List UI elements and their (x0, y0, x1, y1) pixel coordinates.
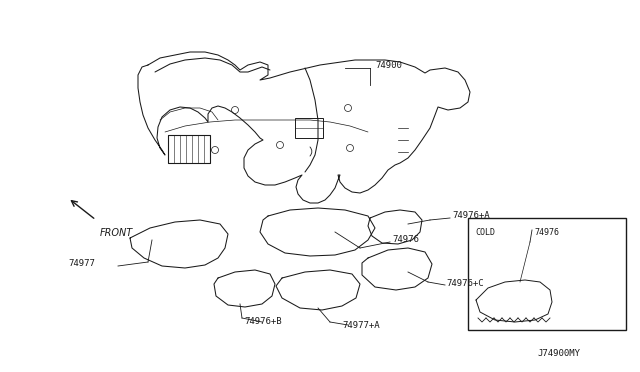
Text: 74976+C: 74976+C (446, 279, 484, 289)
Text: 74977+A: 74977+A (342, 321, 380, 330)
Text: J74900MY: J74900MY (537, 349, 580, 358)
Text: 74976: 74976 (534, 228, 559, 237)
Bar (168, 135, 210, 163)
Text: COLD: COLD (475, 228, 495, 237)
Text: 74976+B: 74976+B (244, 317, 282, 327)
Bar (468, 218, 626, 330)
Text: 74976: 74976 (392, 235, 419, 244)
Text: 74900: 74900 (375, 61, 402, 70)
Bar (295, 118, 323, 138)
Text: 74976+A: 74976+A (452, 212, 490, 221)
Text: FRONT: FRONT (100, 228, 133, 238)
Text: 74977: 74977 (68, 260, 95, 269)
